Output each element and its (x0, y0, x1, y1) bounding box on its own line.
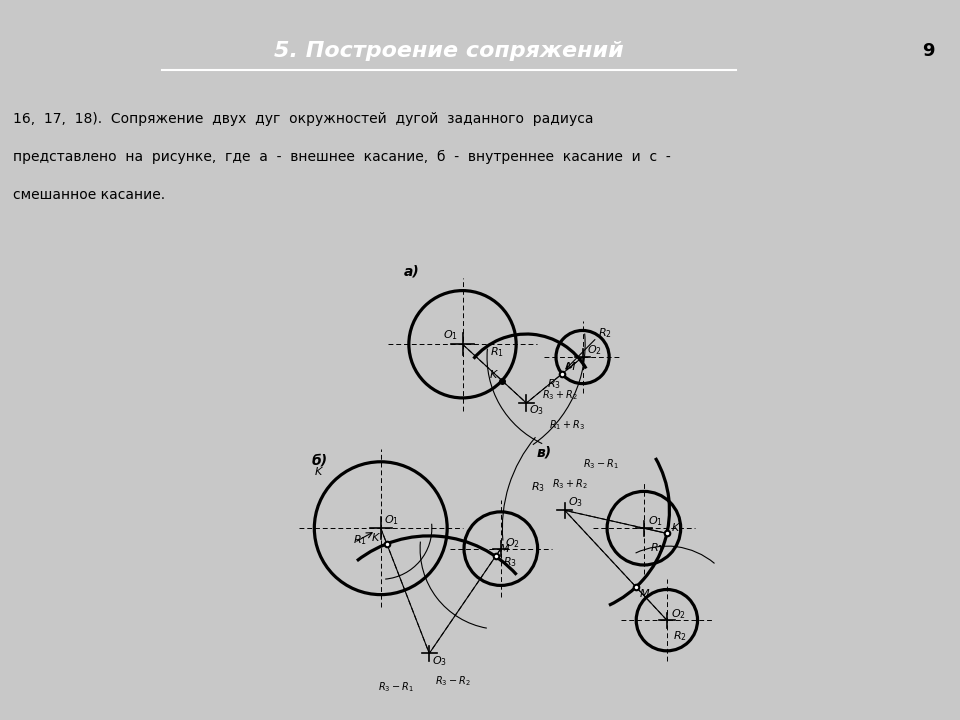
Text: $R_1+R_3$: $R_1+R_3$ (549, 418, 586, 433)
Text: 16,  17,  18).  Сопряжение  двух  дуг  окружностей  дугой  заданного  радиуса: 16, 17, 18). Сопряжение двух дуг окружно… (13, 112, 594, 125)
Text: $K$: $K$ (489, 367, 499, 379)
Text: $R_1$: $R_1$ (490, 345, 504, 359)
Text: $R_3$: $R_3$ (547, 378, 561, 392)
Text: $R_3-R_1$: $R_3-R_1$ (583, 457, 618, 471)
Text: а): а) (404, 264, 420, 278)
Text: в): в) (537, 446, 552, 459)
Text: $O_2$: $O_2$ (671, 608, 685, 621)
Text: $O_3$: $O_3$ (567, 495, 583, 509)
Text: $R_1$: $R_1$ (352, 534, 367, 547)
Text: $O_1$: $O_1$ (444, 328, 459, 342)
Text: $K$: $K$ (671, 521, 681, 533)
Text: $O_3$: $O_3$ (432, 654, 447, 668)
Text: представлено  на  рисунке,  где  а  -  внешнее  касание,  б  -  внутреннее  каса: представлено на рисунке, где а - внешнее… (13, 150, 671, 164)
Text: $R_3+R_2$: $R_3+R_2$ (552, 477, 588, 491)
Text: $O_2$: $O_2$ (587, 343, 602, 356)
Text: $M$: $M$ (565, 360, 576, 372)
Text: 5. Построение сопряжений: 5. Построение сопряжений (274, 41, 624, 61)
Text: $O_1$: $O_1$ (384, 513, 398, 527)
Text: $R_2$: $R_2$ (673, 629, 687, 644)
Text: б): б) (312, 454, 328, 467)
Text: $R_3+R_2$: $R_3+R_2$ (541, 388, 577, 402)
Text: $R_3-R_2$: $R_3-R_2$ (436, 674, 471, 688)
Text: $R_3$: $R_3$ (503, 555, 517, 569)
Text: $R_1$: $R_1$ (650, 541, 664, 555)
Text: $O_1$: $O_1$ (648, 514, 663, 528)
Text: смешанное касание.: смешанное касание. (13, 188, 165, 202)
Text: $M$: $M$ (498, 542, 510, 554)
Text: $M$: $M$ (638, 588, 650, 599)
Text: $K$: $K$ (371, 531, 381, 543)
Text: $R_3$: $R_3$ (532, 480, 545, 494)
Text: $O_3$: $O_3$ (530, 403, 544, 417)
Text: 9: 9 (923, 42, 935, 60)
Text: $O_2$: $O_2$ (505, 536, 519, 550)
Text: $K$: $K$ (314, 464, 324, 477)
Text: $R_2$: $R_2$ (598, 327, 612, 341)
Text: $R_3-R_1$: $R_3-R_1$ (378, 680, 414, 694)
